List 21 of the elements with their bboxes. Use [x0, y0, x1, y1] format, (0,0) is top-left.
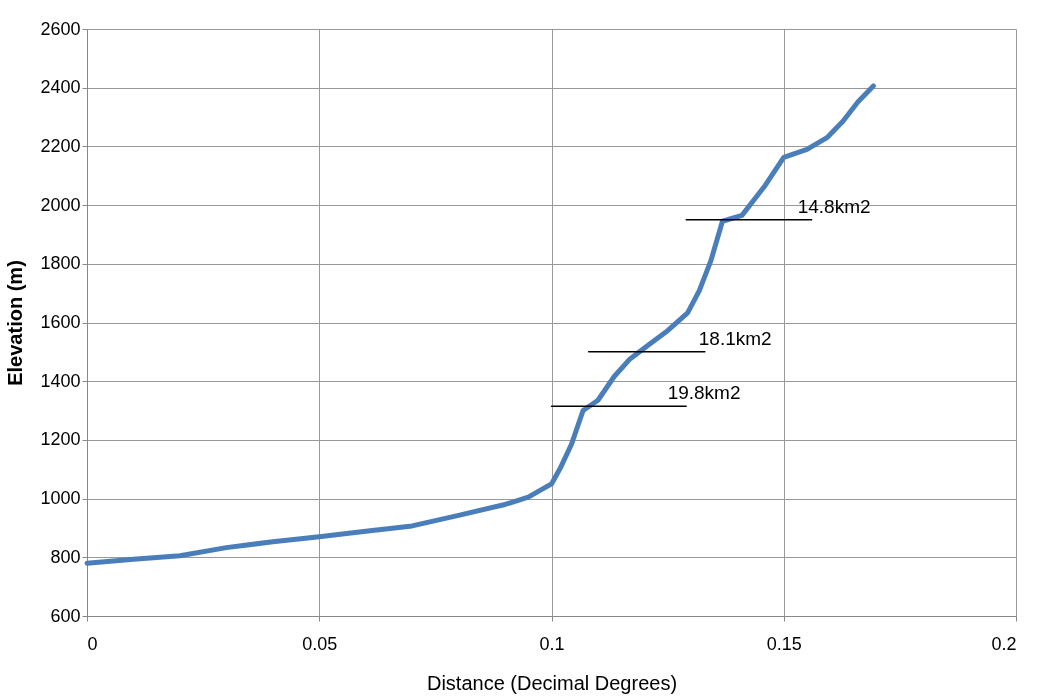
x-axis-title: Distance (Decimal Degrees) — [426, 671, 678, 694]
y-tick-label: 2200 — [40, 135, 81, 156]
y-tick-label: 2600 — [40, 18, 81, 39]
y-axis-title: Elevation (m) — [4, 260, 27, 386]
y-tick-label: 1600 — [40, 312, 81, 332]
x-tick-label: 0.1 — [539, 633, 565, 654]
x-tick-label: 0.2 — [991, 633, 1017, 654]
y-tick-label: 2000 — [40, 194, 81, 215]
y-tick-label: 1000 — [40, 488, 81, 509]
y-tick-label: 600 — [50, 605, 81, 626]
y-tick-label: 2400 — [40, 77, 81, 98]
y-tick-label: 800 — [50, 546, 81, 567]
x-tick-label: 0.15 — [766, 633, 802, 654]
y-tick-label: 1400 — [40, 370, 81, 391]
annotation: 18.1km2 — [698, 327, 772, 349]
x-tick-label: 0.05 — [302, 633, 338, 654]
y-tick-label: 1200 — [40, 429, 81, 450]
annotation: 14.8km2 — [797, 195, 871, 217]
y-tick-label: 1800 — [40, 253, 81, 274]
x-tick-label: 0 — [87, 633, 98, 654]
annotation: 19.8km2 — [667, 382, 741, 404]
